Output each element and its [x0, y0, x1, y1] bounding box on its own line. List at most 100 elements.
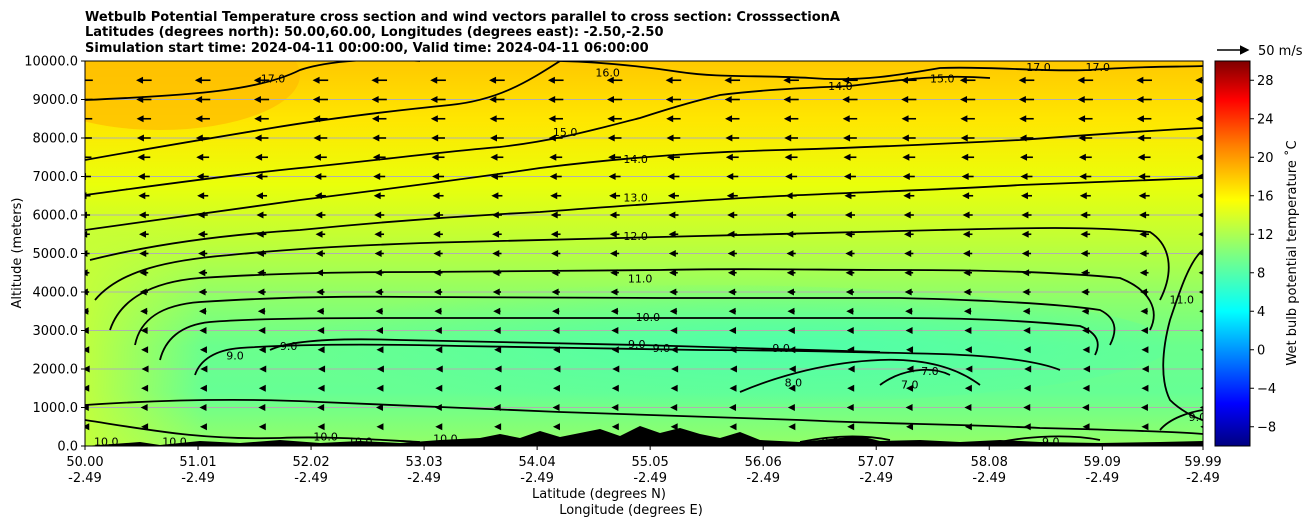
wind-vector: [787, 404, 795, 411]
contour-label: 13.0: [623, 192, 648, 205]
wind-vector: [1022, 269, 1031, 277]
wind-vector: [846, 327, 854, 334]
wind-vector: [1137, 153, 1151, 161]
wind-vector: [668, 230, 679, 238]
wind-vector: [317, 327, 325, 334]
wind-vector: [492, 230, 502, 238]
wind-vector: [843, 134, 857, 142]
wind-vector: [962, 211, 973, 219]
wind-vector: [85, 404, 89, 411]
wind-vector: [489, 76, 505, 84]
wind-vector: [257, 269, 266, 277]
wind-vector: [195, 115, 210, 123]
wind-vector: [847, 365, 855, 373]
contour-path: [1162, 249, 1203, 421]
wind-vector: [728, 307, 736, 315]
wind-vector: [489, 134, 504, 142]
wind-vector: [85, 79, 93, 82]
wind-vector: [253, 96, 270, 103]
wind-vector: [433, 269, 443, 277]
y-tick-label: 10000.0: [24, 55, 78, 70]
wind-vector: [140, 307, 148, 315]
wind-vector: [902, 153, 916, 161]
x-tick-label-longitude: -2.49: [1186, 471, 1220, 486]
wind-vector: [783, 76, 799, 84]
wind-vector: [1140, 288, 1149, 296]
grid-lines: [85, 99, 1203, 408]
wind-vector: [550, 211, 561, 219]
wind-vector: [141, 423, 149, 431]
wind-vector: [784, 134, 799, 142]
wind-vector: [489, 115, 505, 123]
contour-label: 7.0: [901, 378, 919, 391]
wind-vector: [1080, 230, 1091, 238]
wind-vector: [670, 404, 678, 411]
title-line-1: Wetbulb Potential Temperature cross sect…: [85, 10, 840, 25]
wind-vector: [141, 365, 149, 373]
wind-vector: [964, 346, 972, 354]
wind-vector: [552, 346, 560, 354]
wind-vector: [846, 404, 854, 411]
wind-vector: [550, 230, 561, 238]
wind-vector: [903, 211, 914, 219]
wind-vector: [1022, 307, 1031, 315]
colorbar-tick-label: 20: [1257, 151, 1274, 166]
contour-path: [739, 358, 981, 393]
wind-vector: [1020, 173, 1033, 180]
wind-vector: [553, 365, 561, 373]
wind-vector: [313, 153, 327, 161]
wind-vector: [844, 192, 856, 200]
wind-vector: [670, 423, 678, 431]
wind-vector: [964, 404, 972, 411]
contour-label: 9.0: [280, 340, 298, 353]
wind-vector: [372, 153, 386, 161]
wind-vector: [375, 327, 383, 334]
wind-vector: [199, 423, 207, 431]
wind-vector: [140, 404, 148, 411]
wind-vector: [665, 96, 682, 103]
wind-vector: [727, 230, 738, 238]
y-tick-label: 7000.0: [33, 170, 79, 185]
x-axis-label-latitude: Latitude (degrees N): [532, 487, 666, 502]
wind-vector: [371, 115, 387, 123]
wind-vector: [785, 192, 797, 200]
wind-vector: [1020, 192, 1032, 200]
wind-vector: [432, 173, 445, 180]
contour-label: 11.0: [628, 273, 653, 286]
x-tick-label-longitude: -2.49: [972, 471, 1006, 486]
x-tick-label-longitude: -2.49: [746, 471, 780, 486]
wind-vector: [725, 115, 740, 123]
wind-vector: [1136, 76, 1152, 84]
wind-vector: [786, 250, 796, 257]
x-axis: 50.00-2.4951.01-2.4952.02-2.4953.03-2.49…: [66, 446, 1222, 486]
wind-vector: [963, 288, 972, 296]
wind-vector: [138, 211, 149, 219]
cool-core-region: [230, 285, 1170, 405]
wind-vector: [903, 192, 915, 200]
x-tick-label-latitude: 59.99: [1184, 455, 1221, 470]
wind-vector: [847, 423, 855, 431]
wind-vector: [493, 404, 501, 411]
wind-vector: [431, 153, 445, 161]
wind-vector: [901, 115, 917, 123]
wind-vector: [375, 307, 383, 315]
wind-vector: [727, 269, 737, 277]
wind-vector: [85, 384, 90, 392]
y-axis-label: Altitude (meters): [10, 198, 25, 309]
contour-label: 10.0: [162, 435, 187, 448]
wind-vector: [376, 365, 384, 373]
wind-vector: [1077, 96, 1093, 103]
wind-vector: [1080, 250, 1090, 257]
wind-vector: [729, 384, 737, 392]
colorbar-tick-label: 4: [1257, 305, 1265, 320]
wind-vector: [610, 269, 619, 277]
wind-vector: [374, 250, 384, 257]
y-tick-label: 9000.0: [33, 93, 79, 108]
wind-vector: [904, 288, 913, 296]
wind-vector: [668, 250, 679, 257]
wind-vector: [1199, 328, 1203, 333]
wind-vector: [1021, 211, 1032, 219]
contour-path: [109, 268, 1155, 331]
wind-vector: [433, 230, 443, 238]
wind-vector: [490, 153, 504, 161]
